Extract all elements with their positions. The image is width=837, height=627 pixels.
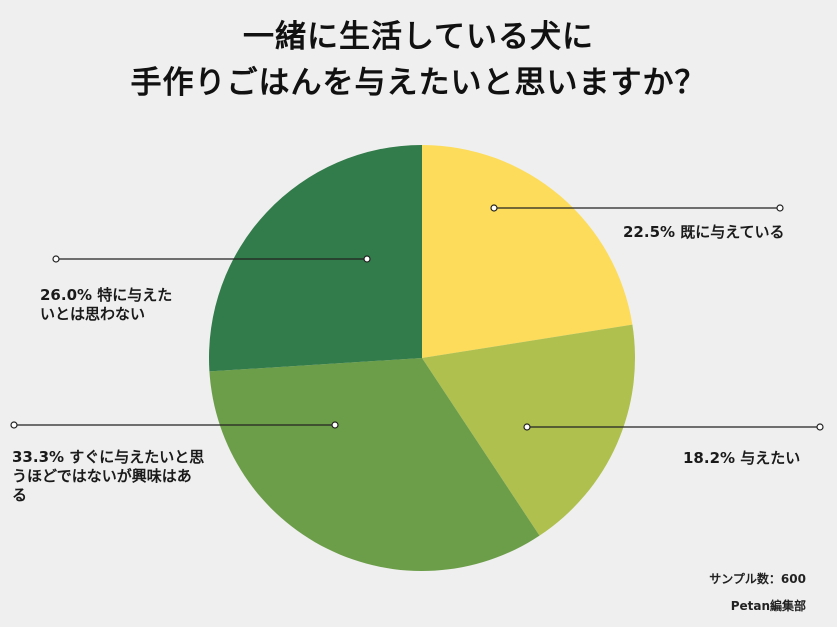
pie-slice-interested	[209, 358, 540, 571]
slice-label-interested: 33.3% すぐに与えたいと思 うほどではないが興味はあ る	[12, 448, 205, 504]
slice-label-not-interested: 26.0% 特に与えた いとは思わない	[40, 286, 173, 323]
leader-line-interested	[10, 421, 339, 429]
chart-title-line-1: 一緒に生活している犬に	[242, 19, 595, 55]
pie-slice-already-giving	[422, 145, 633, 358]
pie-slice-not-interested	[208, 145, 422, 372]
chart-title-line-2: 手作りごはんを与えたいと思いますか？	[130, 65, 707, 101]
source-note: Petan編集部	[730, 599, 806, 613]
leader-line-not-interested	[52, 255, 371, 263]
leader-line-want-to-give	[523, 423, 824, 431]
sample-size-note: サンプル数：600	[709, 572, 806, 586]
leader-line-already-giving	[490, 204, 784, 212]
slice-label-already-giving: 22.5% 既に与えている	[623, 223, 785, 241]
slice-label-want-to-give: 18.2% 与えたい	[683, 449, 801, 467]
chart-title: 一緒に生活している犬に 手作りごはんを与えたいと思いますか？	[0, 14, 837, 106]
